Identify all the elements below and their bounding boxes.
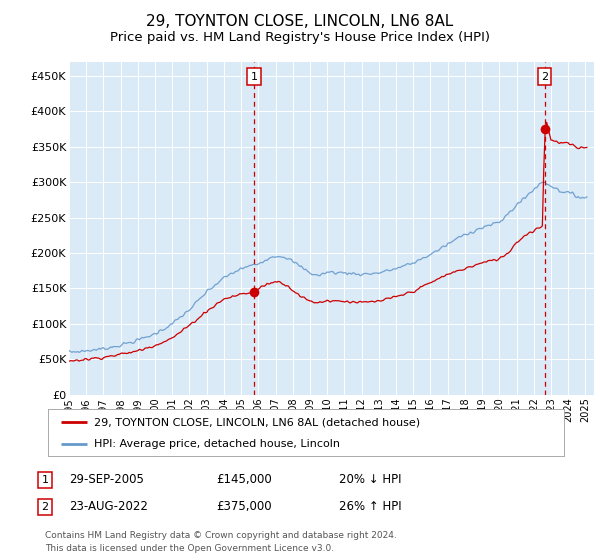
Text: 29-SEP-2005: 29-SEP-2005	[69, 473, 144, 487]
Text: Contains HM Land Registry data © Crown copyright and database right 2024.: Contains HM Land Registry data © Crown c…	[45, 531, 397, 540]
Text: 2: 2	[541, 72, 548, 82]
Text: 23-AUG-2022: 23-AUG-2022	[69, 500, 148, 514]
Text: 20% ↓ HPI: 20% ↓ HPI	[339, 473, 401, 487]
Text: £145,000: £145,000	[216, 473, 272, 487]
Text: 1: 1	[41, 475, 49, 485]
Text: £375,000: £375,000	[216, 500, 272, 514]
Text: 29, TOYNTON CLOSE, LINCOLN, LN6 8AL (detached house): 29, TOYNTON CLOSE, LINCOLN, LN6 8AL (det…	[94, 417, 421, 427]
Text: 1: 1	[251, 72, 257, 82]
Text: 2: 2	[41, 502, 49, 512]
Text: 26% ↑ HPI: 26% ↑ HPI	[339, 500, 401, 514]
Text: This data is licensed under the Open Government Licence v3.0.: This data is licensed under the Open Gov…	[45, 544, 334, 553]
Text: Price paid vs. HM Land Registry's House Price Index (HPI): Price paid vs. HM Land Registry's House …	[110, 31, 490, 44]
Text: HPI: Average price, detached house, Lincoln: HPI: Average price, detached house, Linc…	[94, 439, 340, 449]
Text: 29, TOYNTON CLOSE, LINCOLN, LN6 8AL: 29, TOYNTON CLOSE, LINCOLN, LN6 8AL	[146, 14, 454, 29]
